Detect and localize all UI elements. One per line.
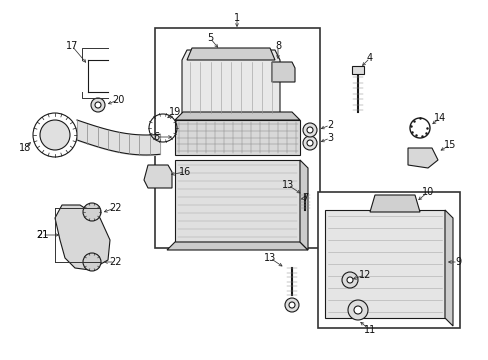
Text: 22: 22 xyxy=(108,257,121,267)
Text: 8: 8 xyxy=(274,41,281,51)
Polygon shape xyxy=(167,242,307,250)
Polygon shape xyxy=(182,50,280,115)
Circle shape xyxy=(346,277,352,283)
Polygon shape xyxy=(175,120,299,155)
Text: 15: 15 xyxy=(443,140,455,150)
Circle shape xyxy=(83,203,101,221)
Circle shape xyxy=(303,136,316,150)
Circle shape xyxy=(353,306,361,314)
Text: 18: 18 xyxy=(19,143,31,153)
Circle shape xyxy=(306,127,312,133)
Text: 16: 16 xyxy=(179,167,191,177)
Circle shape xyxy=(285,298,298,312)
Circle shape xyxy=(95,102,101,108)
Circle shape xyxy=(91,98,105,112)
Text: 3: 3 xyxy=(326,133,332,143)
Text: 13: 13 xyxy=(264,253,276,263)
Text: 4: 4 xyxy=(366,53,372,63)
Bar xyxy=(155,28,319,248)
Text: 1: 1 xyxy=(233,13,240,23)
Polygon shape xyxy=(55,205,110,270)
Text: 11: 11 xyxy=(363,325,375,335)
Polygon shape xyxy=(325,210,444,318)
Text: 20: 20 xyxy=(112,95,124,105)
Text: 14: 14 xyxy=(433,113,445,123)
Circle shape xyxy=(341,272,357,288)
Text: 9: 9 xyxy=(454,257,460,267)
Text: 6: 6 xyxy=(153,132,159,142)
Polygon shape xyxy=(175,112,299,120)
Circle shape xyxy=(303,123,316,137)
Text: 10: 10 xyxy=(421,187,433,197)
Polygon shape xyxy=(444,210,452,326)
Circle shape xyxy=(347,300,367,320)
Polygon shape xyxy=(143,165,172,188)
Text: 7: 7 xyxy=(301,193,307,203)
Polygon shape xyxy=(407,148,437,168)
Text: 5: 5 xyxy=(206,33,213,43)
Polygon shape xyxy=(186,48,274,60)
Polygon shape xyxy=(271,62,294,82)
Text: 12: 12 xyxy=(358,270,370,280)
Text: 2: 2 xyxy=(326,120,332,130)
Circle shape xyxy=(306,140,312,146)
Bar xyxy=(317,192,459,328)
Text: 17: 17 xyxy=(66,41,78,51)
Text: 21: 21 xyxy=(36,230,48,240)
Polygon shape xyxy=(175,160,299,242)
Text: 21: 21 xyxy=(36,230,48,240)
Polygon shape xyxy=(369,195,419,212)
Circle shape xyxy=(288,302,294,308)
Text: 13: 13 xyxy=(281,180,293,190)
Polygon shape xyxy=(299,160,307,250)
Circle shape xyxy=(83,253,101,271)
Text: 19: 19 xyxy=(168,107,181,117)
Circle shape xyxy=(40,120,70,150)
Text: 22: 22 xyxy=(108,203,121,213)
Bar xyxy=(351,66,363,74)
